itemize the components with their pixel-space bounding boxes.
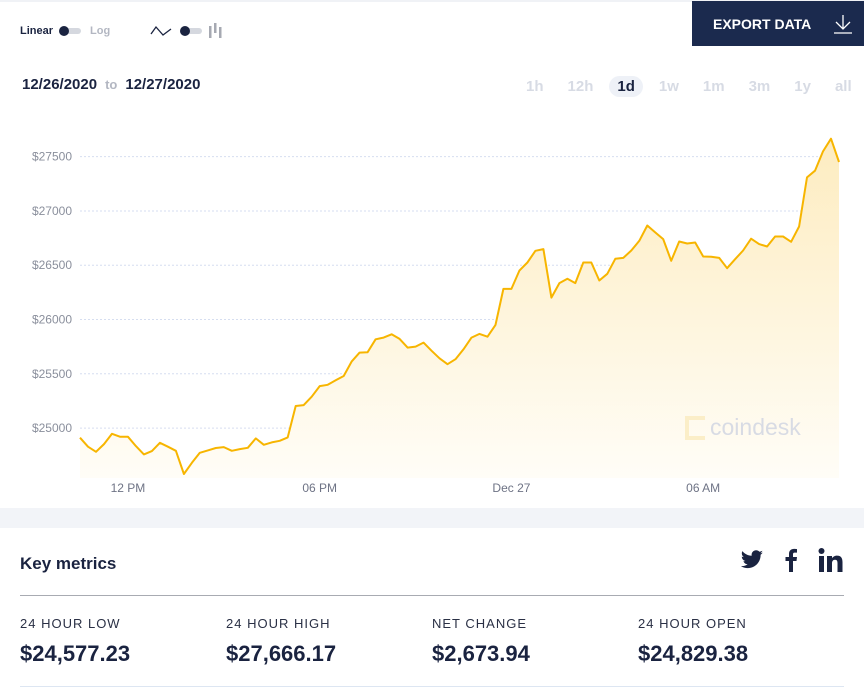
watermark-text: coindesk: [710, 414, 801, 440]
log-label: Log: [90, 25, 111, 37]
watermark-logo-mark: [685, 416, 689, 440]
x-tick-label: Dec 27: [492, 481, 530, 495]
metric-24h-open: 24 HOUR OPEN $24,829.38: [638, 616, 748, 667]
metric-label: 24 HOUR LOW: [20, 616, 121, 631]
metric-value: $24,577.23: [20, 641, 131, 666]
y-tick-label: $27500: [32, 150, 72, 164]
section-separator: [0, 508, 864, 528]
x-tick-label: 12 PM: [111, 481, 146, 495]
watermark-logo-mark: [685, 416, 705, 420]
metric-label: NET CHANGE: [432, 616, 527, 631]
metric-value: $27,666.17: [226, 641, 337, 666]
watermark-logo-mark: [685, 436, 705, 440]
price-line: [79, 137, 840, 475]
date-from: 12/26/2020: [22, 76, 98, 93]
range-1m[interactable]: 1m: [702, 78, 725, 95]
range-1w[interactable]: 1w: [658, 78, 679, 95]
metric-value: $24,829.38: [638, 641, 749, 666]
date-sep: to: [105, 77, 118, 92]
date-to: 12/27/2020: [125, 76, 201, 93]
y-tick-label: $26000: [32, 313, 72, 327]
range-selector: 1h 12h 1d 1w 1m 3m 1y all: [518, 76, 864, 97]
date-range: 12/26/2020 to 12/27/2020: [22, 76, 200, 93]
social-share: [740, 548, 844, 572]
bar-chart-icon[interactable]: [209, 23, 223, 39]
metric-24h-low: 24 HOUR LOW $24,577.23: [20, 616, 130, 667]
facebook-icon[interactable]: [784, 548, 798, 572]
range-all[interactable]: all: [834, 78, 852, 95]
bottom-border: [20, 686, 844, 687]
y-tick-label: $25000: [32, 421, 72, 435]
y-tick-label: $27000: [32, 204, 72, 218]
y-tick-label: $26500: [32, 258, 72, 272]
line-chart-icon[interactable]: [150, 24, 172, 38]
top-border: [0, 0, 864, 2]
price-chart[interactable]: coindesk $25000 $25500 $26000 $26500 $27000 $2…: [0, 100, 864, 500]
chart-type-toggle[interactable]: [180, 26, 203, 36]
metric-net-change: NET CHANGE $2,673.94: [432, 616, 530, 667]
range-1y[interactable]: 1y: [794, 78, 811, 95]
linear-label: Linear: [20, 25, 54, 37]
chart-controls: Linear Log: [20, 23, 223, 39]
metric-value: $2,673.94: [432, 641, 530, 666]
y-tick-label: $25500: [32, 367, 72, 381]
metrics-divider: [20, 595, 844, 596]
coindesk-watermark: coindesk: [685, 414, 801, 440]
price-area-fill: [80, 138, 839, 478]
metric-label: 24 HOUR OPEN: [638, 616, 747, 631]
twitter-icon[interactable]: [740, 550, 764, 570]
download-icon: [834, 14, 853, 34]
linkedin-icon[interactable]: [818, 548, 844, 572]
export-label: EXPORT DATA: [713, 15, 812, 32]
range-12h[interactable]: 12h: [567, 78, 594, 95]
metric-24h-high: 24 HOUR HIGH $27,666.17: [226, 616, 336, 667]
scale-toggle[interactable]: [59, 26, 82, 36]
metric-label: 24 HOUR HIGH: [226, 616, 331, 631]
range-1h[interactable]: 1h: [526, 78, 544, 95]
x-tick-label: 06 AM: [686, 481, 720, 495]
range-1d[interactable]: 1d: [609, 76, 643, 97]
x-tick-label: 06 PM: [302, 481, 337, 495]
export-data-button[interactable]: EXPORT DATA: [692, 1, 864, 46]
key-metrics-title: Key metrics: [20, 554, 117, 573]
range-3m[interactable]: 3m: [748, 78, 771, 95]
